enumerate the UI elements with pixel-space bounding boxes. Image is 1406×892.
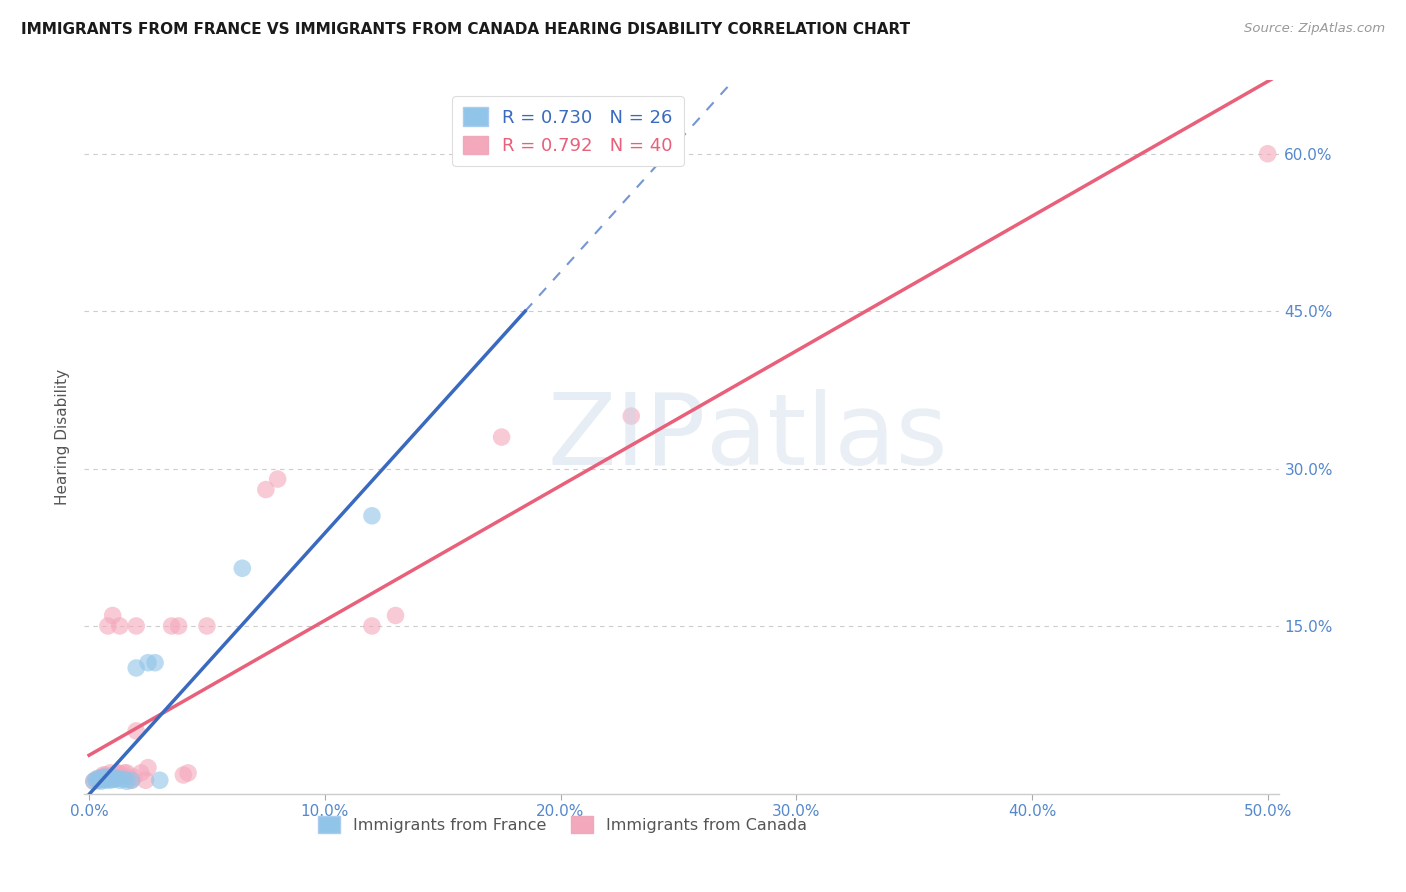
- Point: [114, 772, 136, 787]
- Point: [94, 773, 117, 788]
- Point: [491, 430, 513, 444]
- Point: [83, 774, 105, 789]
- Point: [108, 773, 131, 788]
- Point: [97, 619, 120, 633]
- Point: [94, 768, 117, 782]
- Point: [266, 472, 288, 486]
- Point: [122, 770, 145, 784]
- Point: [105, 771, 128, 785]
- Point: [97, 770, 120, 784]
- Point: [143, 656, 166, 670]
- Y-axis label: Hearing Disability: Hearing Disability: [55, 369, 70, 505]
- Point: [125, 619, 148, 633]
- Point: [90, 772, 112, 787]
- Point: [91, 770, 114, 784]
- Point: [105, 765, 128, 780]
- Legend: Immigrants from France, Immigrants from Canada: Immigrants from France, Immigrants from …: [312, 810, 813, 839]
- Point: [361, 619, 384, 633]
- Point: [195, 619, 218, 633]
- Point: [121, 773, 143, 788]
- Point: [91, 772, 114, 787]
- Point: [177, 765, 200, 780]
- Point: [94, 771, 117, 785]
- Point: [115, 765, 138, 780]
- Point: [104, 772, 127, 787]
- Point: [167, 619, 190, 633]
- Point: [101, 770, 124, 784]
- Point: [115, 774, 138, 789]
- Point: [84, 772, 107, 787]
- Point: [104, 768, 127, 782]
- Point: [98, 773, 121, 788]
- Point: [108, 619, 131, 633]
- Point: [101, 772, 124, 787]
- Point: [101, 608, 124, 623]
- Point: [114, 765, 136, 780]
- Point: [136, 761, 159, 775]
- Point: [149, 773, 172, 788]
- Point: [83, 774, 105, 789]
- Point: [91, 768, 114, 782]
- Point: [361, 508, 384, 523]
- Point: [121, 773, 143, 788]
- Point: [129, 765, 152, 780]
- Text: atlas: atlas: [706, 389, 948, 485]
- Point: [111, 768, 134, 782]
- Point: [87, 771, 110, 785]
- Point: [125, 723, 148, 738]
- Point: [97, 772, 120, 787]
- Point: [90, 771, 112, 785]
- Point: [160, 619, 183, 633]
- Point: [87, 773, 110, 788]
- Point: [136, 656, 159, 670]
- Text: ZIP: ZIP: [547, 389, 706, 485]
- Point: [384, 608, 406, 623]
- Point: [91, 770, 114, 784]
- Point: [125, 661, 148, 675]
- Point: [90, 774, 112, 789]
- Point: [101, 768, 124, 782]
- Point: [135, 773, 157, 788]
- Point: [98, 765, 121, 780]
- Point: [108, 768, 131, 782]
- Point: [94, 771, 117, 785]
- Point: [231, 561, 253, 575]
- Text: Source: ZipAtlas.com: Source: ZipAtlas.com: [1244, 22, 1385, 36]
- Point: [1257, 146, 1279, 161]
- Text: IMMIGRANTS FROM FRANCE VS IMMIGRANTS FROM CANADA HEARING DISABILITY CORRELATION : IMMIGRANTS FROM FRANCE VS IMMIGRANTS FRO…: [21, 22, 910, 37]
- Point: [84, 773, 107, 788]
- Point: [105, 765, 128, 780]
- Point: [254, 483, 277, 497]
- Point: [97, 770, 120, 784]
- Point: [620, 409, 643, 423]
- Point: [172, 768, 194, 782]
